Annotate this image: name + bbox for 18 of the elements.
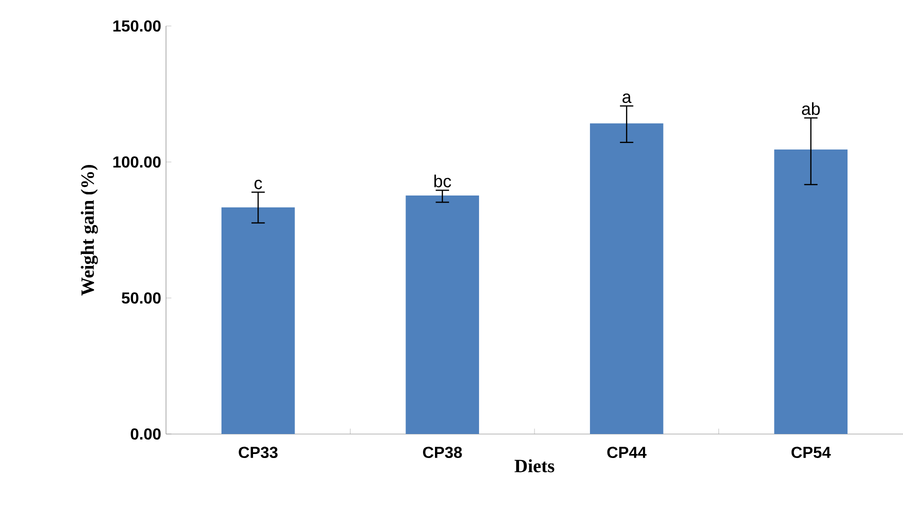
y-tick-label: 100.00	[113, 156, 161, 168]
x-tick-label: CP44	[607, 446, 647, 458]
bar	[221, 207, 295, 434]
x-axis-title: Diets	[514, 459, 554, 472]
y-axis-title: Weight gain (%)	[80, 164, 98, 296]
x-tick-label: CP54	[792, 446, 831, 458]
annotation: bc	[434, 174, 452, 188]
bar	[774, 149, 848, 434]
annotation: c	[254, 180, 262, 190]
bar	[406, 195, 480, 434]
annotation: a	[622, 94, 632, 104]
x-tick-label: CP33	[238, 446, 278, 458]
y-tick-label: 150.00	[113, 20, 161, 32]
bar	[590, 123, 664, 434]
y-tick-label: 0.00	[130, 428, 161, 440]
y-tick-label: 50.00	[122, 292, 161, 304]
x-tick-label: CP38	[423, 446, 462, 458]
annotation: ab	[802, 102, 820, 115]
